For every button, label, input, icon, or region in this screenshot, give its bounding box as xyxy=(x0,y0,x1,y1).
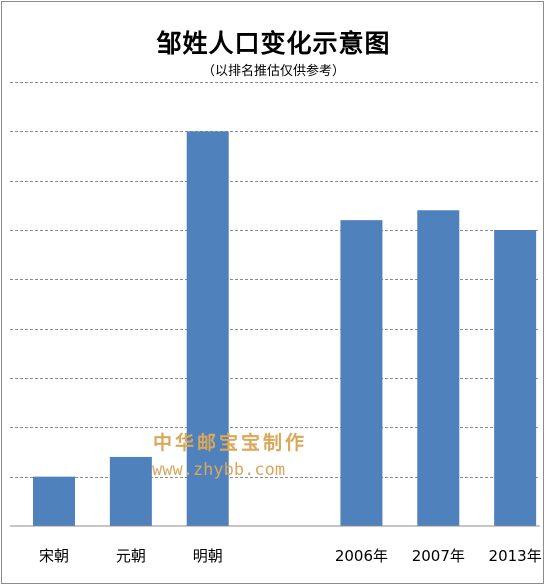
bar xyxy=(186,131,229,527)
bar xyxy=(109,456,152,526)
category-label: 明朝 xyxy=(193,547,223,565)
category-labels: 宋朝 元朝 明朝 2006年 2007年 2013年 xyxy=(39,547,542,565)
chart-title: 邹姓人口变化示意图 xyxy=(156,29,391,58)
bar xyxy=(340,220,383,526)
category-label: 2007年 xyxy=(412,547,465,565)
chart-subtitle: （以排名推估仅供参考） xyxy=(201,64,345,79)
bars xyxy=(33,131,537,527)
watermark-text: 中华邮宝宝制作 xyxy=(153,432,308,454)
category-label: 2013年 xyxy=(489,547,542,565)
bar xyxy=(417,210,460,526)
watermark-url: www.zhybb.com xyxy=(152,460,286,480)
category-label: 2006年 xyxy=(335,547,388,565)
category-label: 宋朝 xyxy=(39,547,69,565)
bar xyxy=(494,230,537,526)
gridlines xyxy=(10,82,540,478)
bar xyxy=(33,476,75,526)
category-label: 元朝 xyxy=(116,547,146,565)
